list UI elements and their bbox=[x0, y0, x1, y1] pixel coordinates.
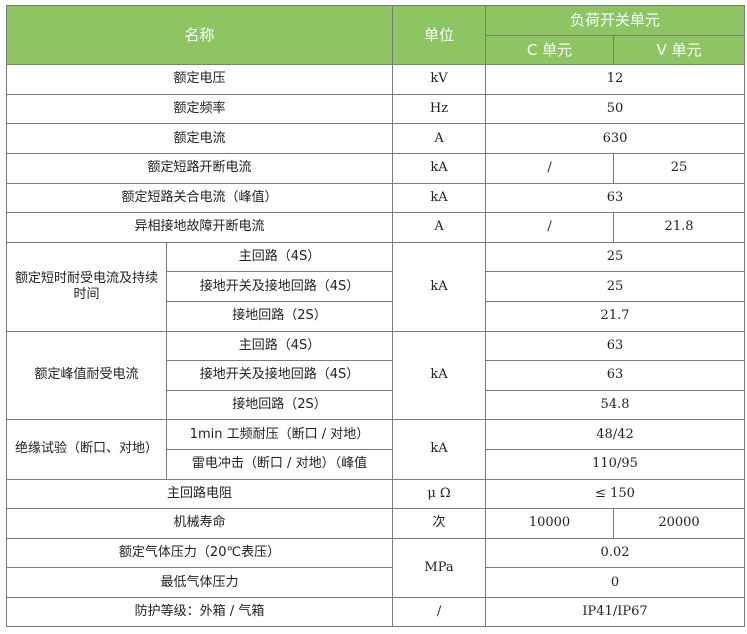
insulation-name: 绝缘试验（断口、对地） bbox=[6, 419, 167, 480]
row-c-value: / bbox=[485, 212, 615, 243]
table-row: 主回路电阻 μ Ω ≤ 150 bbox=[5, 478, 746, 510]
row-value: 50 bbox=[485, 93, 746, 125]
table-row: 防护等级：外箱 / 气箱 / IP41/IP67 bbox=[5, 596, 746, 628]
table-row: 绝缘试验（断口、对地） 1min 工频耐压（断口 / 对地） kA 48/42 bbox=[6, 419, 746, 480]
short-time-unit: kA bbox=[392, 241, 487, 332]
row-subname: 接地开关及接地回路（4S） bbox=[165, 271, 394, 302]
row-value: 63 bbox=[485, 360, 746, 391]
table-row: 雷电冲击（断口 / 对地）（峰值 110/95 bbox=[7, 448, 746, 480]
header-row: 名称 单位 负荷开关单元 bbox=[5, 4, 746, 66]
row-subname: 接地回路（2S） bbox=[165, 389, 394, 421]
row-name: 异相接地故障开断电流 bbox=[5, 212, 394, 243]
table-row: 额定电流 A 630 bbox=[5, 123, 746, 154]
row-value: 63 bbox=[485, 330, 746, 362]
row-value: 12 bbox=[485, 64, 746, 95]
table-row: 额定峰值耐受电流 主回路（4S） kA 63 bbox=[6, 330, 746, 421]
table-row: 额定气体压力（20℃表压） MPa 0.02 bbox=[5, 537, 746, 598]
row-subname: 接地回路（2S） bbox=[165, 300, 394, 332]
table-row: 额定短路开断电流 kA/25 bbox=[5, 152, 746, 184]
row-name: 额定短路关合电流（峰值） bbox=[5, 182, 394, 214]
header-c-unit: C 单元 bbox=[485, 34, 615, 66]
table-row: 额定电压 kV 12 bbox=[5, 64, 746, 95]
table-row: 最低气体压力 0 bbox=[5, 567, 746, 598]
row-value: 21.7 bbox=[485, 300, 746, 332]
row-value: 54.8 bbox=[485, 389, 746, 421]
table-row: 机械寿命次 10000 20000 bbox=[5, 508, 746, 539]
gas-unit: MPa bbox=[392, 537, 487, 598]
row-name: 额定气体压力（20℃表压） bbox=[5, 537, 394, 569]
table-row: 接地开关及接地回路（4S） 63 bbox=[7, 360, 746, 391]
row-name: 机械寿命 bbox=[5, 508, 394, 539]
table-row: 接地回路（2S） 54.8 bbox=[7, 389, 746, 421]
row-value: 48/42 bbox=[485, 419, 746, 450]
row-value: 0.02 bbox=[485, 537, 746, 569]
row-subname: 1min 工频耐压（断口 / 对地） bbox=[165, 419, 394, 450]
row-v-value: 25 bbox=[613, 152, 746, 184]
peak-unit: kA bbox=[392, 330, 487, 421]
table-row: 接地回路（2S） 21.7 bbox=[7, 300, 746, 332]
row-value: 25 bbox=[485, 241, 746, 273]
header-group: 负荷开关单元 bbox=[485, 5, 746, 36]
row-value: 110/95 bbox=[485, 448, 746, 480]
row-subname: 主回路（4S） bbox=[165, 241, 394, 273]
header-name: 名称 bbox=[5, 4, 394, 66]
header-v-unit: V 单元 bbox=[613, 34, 746, 66]
peak-name: 额定峰值耐受电流 bbox=[6, 330, 167, 421]
row-subname: 接地开关及接地回路（4S） bbox=[165, 360, 394, 391]
row-unit: A bbox=[392, 212, 487, 243]
row-subname: 主回路（4S） bbox=[165, 330, 394, 362]
row-value: 25 bbox=[485, 271, 746, 302]
row-value: 0 bbox=[485, 567, 746, 598]
row-name: 额定电压 bbox=[5, 64, 394, 95]
row-v-value: 21.8 bbox=[613, 212, 746, 243]
row-value: ≤ 150 bbox=[485, 478, 746, 510]
row-c-value: 10000 bbox=[485, 508, 615, 539]
row-unit: μ Ω bbox=[392, 478, 487, 510]
row-name: 主回路电阻 bbox=[5, 478, 394, 510]
spec-table: 名称 单位 负荷开关单元 C 单元 V 单元 额定电压 kV 12 额定频率 Hz 50… bbox=[5, 4, 746, 628]
header-unit: 单位 bbox=[392, 4, 487, 66]
short-time-name: 额定短时耐受电流及持续时间 bbox=[6, 241, 167, 332]
header-subrow: C 单元 V 单元 bbox=[7, 34, 746, 66]
row-unit: kA bbox=[392, 182, 487, 214]
row-c-value: / bbox=[485, 152, 615, 184]
row-subname: 雷电冲击（断口 / 对地）（峰值 bbox=[165, 448, 394, 480]
table-row: 接地开关及接地回路（4S） 25 bbox=[7, 271, 746, 302]
table-row: 额定频率 Hz 50 bbox=[5, 93, 746, 125]
row-unit: Hz bbox=[392, 93, 487, 125]
insulation-unit: kA bbox=[392, 419, 487, 480]
table-row: 额定短时耐受电流及持续时间 主回路（4S） kA 25 bbox=[6, 241, 746, 332]
row-unit: kV bbox=[392, 64, 487, 95]
row-value: IP41/IP67 bbox=[485, 596, 746, 628]
row-name: 最低气体压力 bbox=[5, 567, 394, 598]
row-value: 63 bbox=[485, 182, 746, 214]
row-v-value: 20000 bbox=[613, 508, 746, 539]
table-row: 额定短路关合电流（峰值） kA 63 bbox=[5, 182, 746, 214]
row-unit: kA bbox=[392, 152, 487, 184]
row-name: 额定频率 bbox=[5, 93, 394, 125]
row-name: 额定电流 bbox=[5, 123, 394, 154]
table-row: 异相接地故障开断电流 A/21.8 bbox=[5, 212, 746, 243]
row-name: 防护等级：外箱 / 气箱 bbox=[5, 596, 394, 628]
row-value: 630 bbox=[485, 123, 746, 154]
row-unit: / bbox=[392, 596, 487, 628]
row-name: 额定短路开断电流 bbox=[5, 152, 394, 184]
row-unit: 次 bbox=[392, 508, 487, 539]
row-unit: A bbox=[392, 123, 487, 154]
